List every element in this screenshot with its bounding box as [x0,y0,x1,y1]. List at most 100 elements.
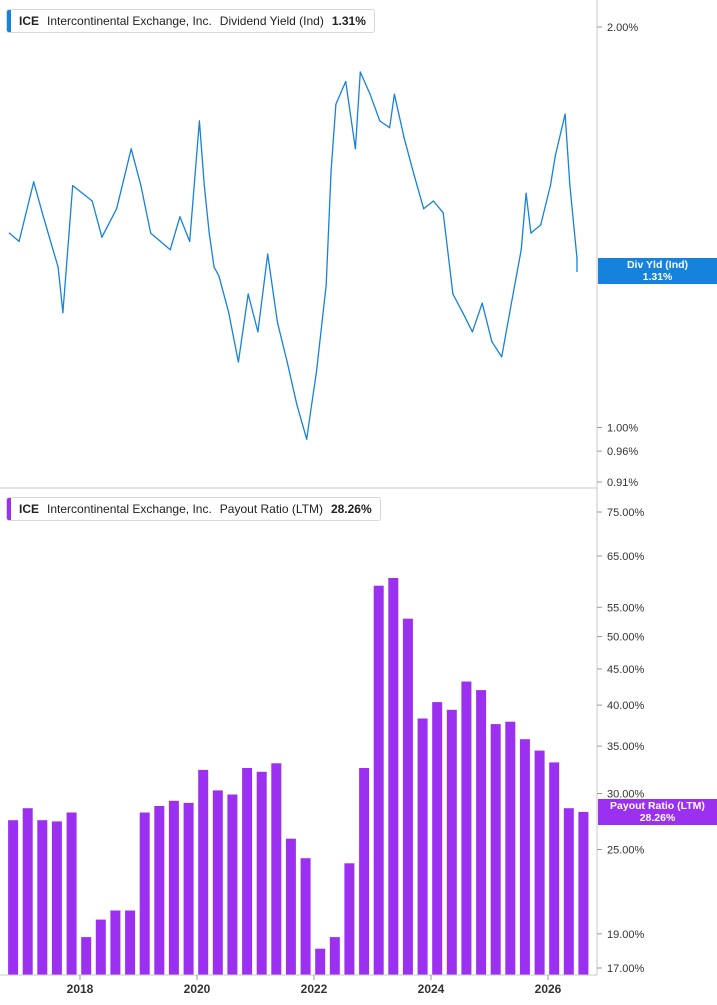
payout-ratio-bar [95,919,106,975]
dividend-yield-point [42,216,45,218]
top-badge-value: 1.31% [642,271,673,283]
dividend-yield-point [452,293,454,295]
dividend-yield-point [530,232,532,234]
payout-ratio-bar [285,838,296,975]
bottom-legend: ICE Intercontinental Exchange, Inc. Payo… [6,497,381,521]
payout-ratio-bar [139,812,150,975]
dividend-yield-point [442,212,444,214]
dividend-yield-point [286,361,288,363]
x-tick-label: 2022 [301,982,328,996]
dividend-yield-point [359,71,361,73]
payout-ratio-bar [490,724,501,975]
payout-ratio-bar [300,858,311,975]
payout-ratio-bar [549,762,560,975]
payout-ratio-bar [315,948,326,975]
payout-ratio-bar [519,739,530,975]
bottom-y-tick-label: 25.00% [607,845,645,857]
payout-ratio-bar [81,937,92,975]
dividend-yield-point [257,331,259,333]
dividend-yield-point [335,103,337,105]
dividend-yield-point [72,184,74,187]
dividend-yield-point [569,184,571,187]
dividend-yield-point [203,184,205,187]
dividend-yield-point [393,93,396,95]
dividend-yield-point [296,404,298,406]
bottom-y-tick-label: 35.00% [607,741,645,753]
dividend-yield-point [549,184,552,187]
dividend-yield-point [189,240,191,243]
top-legend-swatch [7,10,11,32]
payout-ratio-bar [51,821,62,975]
dividend-yield-point [208,232,210,234]
dividend-yield-point [471,331,474,333]
payout-ratio-bar [125,910,136,975]
axes: 2.00% 1.00% 0.96% 0.91% 75.00% 65.00% 55.00% 50… [0,0,645,996]
dividend-yield-point [237,361,240,363]
bottom-legend-company: Intercontinental Exchange, Inc. [47,502,212,516]
top-legend: ICE Intercontinental Exchange, Inc. Divi… [6,9,375,33]
bottom-legend-value: 28.26% [330,502,372,516]
dividend-yield-point [179,216,181,218]
bottom-y-tick-label: 50.00% [607,632,645,644]
dividend-yield-point [306,438,308,440]
dividend-yield-point [57,266,59,268]
dividend-yield-point [213,266,215,268]
bottom-y-tick-label: 75.00% [607,507,645,519]
dividend-yield-point [481,302,483,304]
bottom-legend-metric: Payout Ratio (LTM) [219,502,323,516]
top-legend-company: Intercontinental Exchange, Inc. [47,14,212,28]
dividend-yield-point [115,208,118,210]
dividend-yield-point [130,148,132,150]
dividend-yield-point [169,249,171,251]
payout-ratio-bar [183,802,194,975]
payout-ratio-bar [329,937,340,975]
dividend-yield-point [18,240,20,243]
bottom-y-tick-label: 65.00% [607,551,645,563]
dividend-yield-point [140,184,142,187]
payout-ratio-bar [359,768,370,975]
top-y-tick-label: 0.91% [607,477,638,489]
payout-ratio-bar [8,820,19,975]
payout-ratio-bar [578,811,589,975]
payout-ratio-bar [256,771,267,975]
top-legend-metric: Dividend Yield (Ind) [219,14,324,28]
dividend-yield-point [345,80,347,83]
payout-ratio-bar [212,790,223,975]
dividend-yield-point [218,275,220,277]
dividend-yield-point [576,257,578,259]
payout-ratio-bar [242,768,253,975]
bottom-y-tick-label: 17.00% [607,963,645,975]
payout-ratio-bar [534,750,545,975]
payout-ratio-bar [37,820,48,975]
dividend-yield-point [379,120,381,122]
dividend-yield-point [525,192,527,194]
bottom-legend-ticker: ICE [19,502,40,516]
payout-ratio-bar [446,709,457,975]
dividend-yield-point [247,293,249,295]
dividend-yield-point [159,240,162,243]
bottom-badge-label: Payout Ratio (LTM) [610,800,705,812]
top-y-tick-label: 1.00% [607,423,638,435]
x-tick-label: 2026 [535,982,562,996]
dividend-yield-point [462,312,464,314]
payout-ratio-bar [563,808,574,975]
dividend-yield-point [228,312,230,314]
payout-ratio-bar [476,690,487,975]
dividend-yield-point [150,232,152,234]
dividend-yield-point [315,371,318,374]
dividend-yield-point [330,169,332,172]
dividend-yield-point [8,232,10,234]
x-tick-label: 2020 [184,982,211,996]
payout-ratio-bar [168,800,179,975]
bottom-y-tick-label: 45.00% [607,664,645,676]
dividend-yield-point [62,312,64,314]
dividend-yield-point [33,181,35,183]
bottom-y-tick-label: 19.00% [607,929,645,941]
payout-ratio-bar [344,863,355,975]
dividend-yield-point [432,200,435,202]
dividend-yield-point [198,120,201,122]
payout-ratio-bar [432,702,443,975]
dividend-yield-point [267,253,269,255]
bottom-plot-area [8,578,589,975]
